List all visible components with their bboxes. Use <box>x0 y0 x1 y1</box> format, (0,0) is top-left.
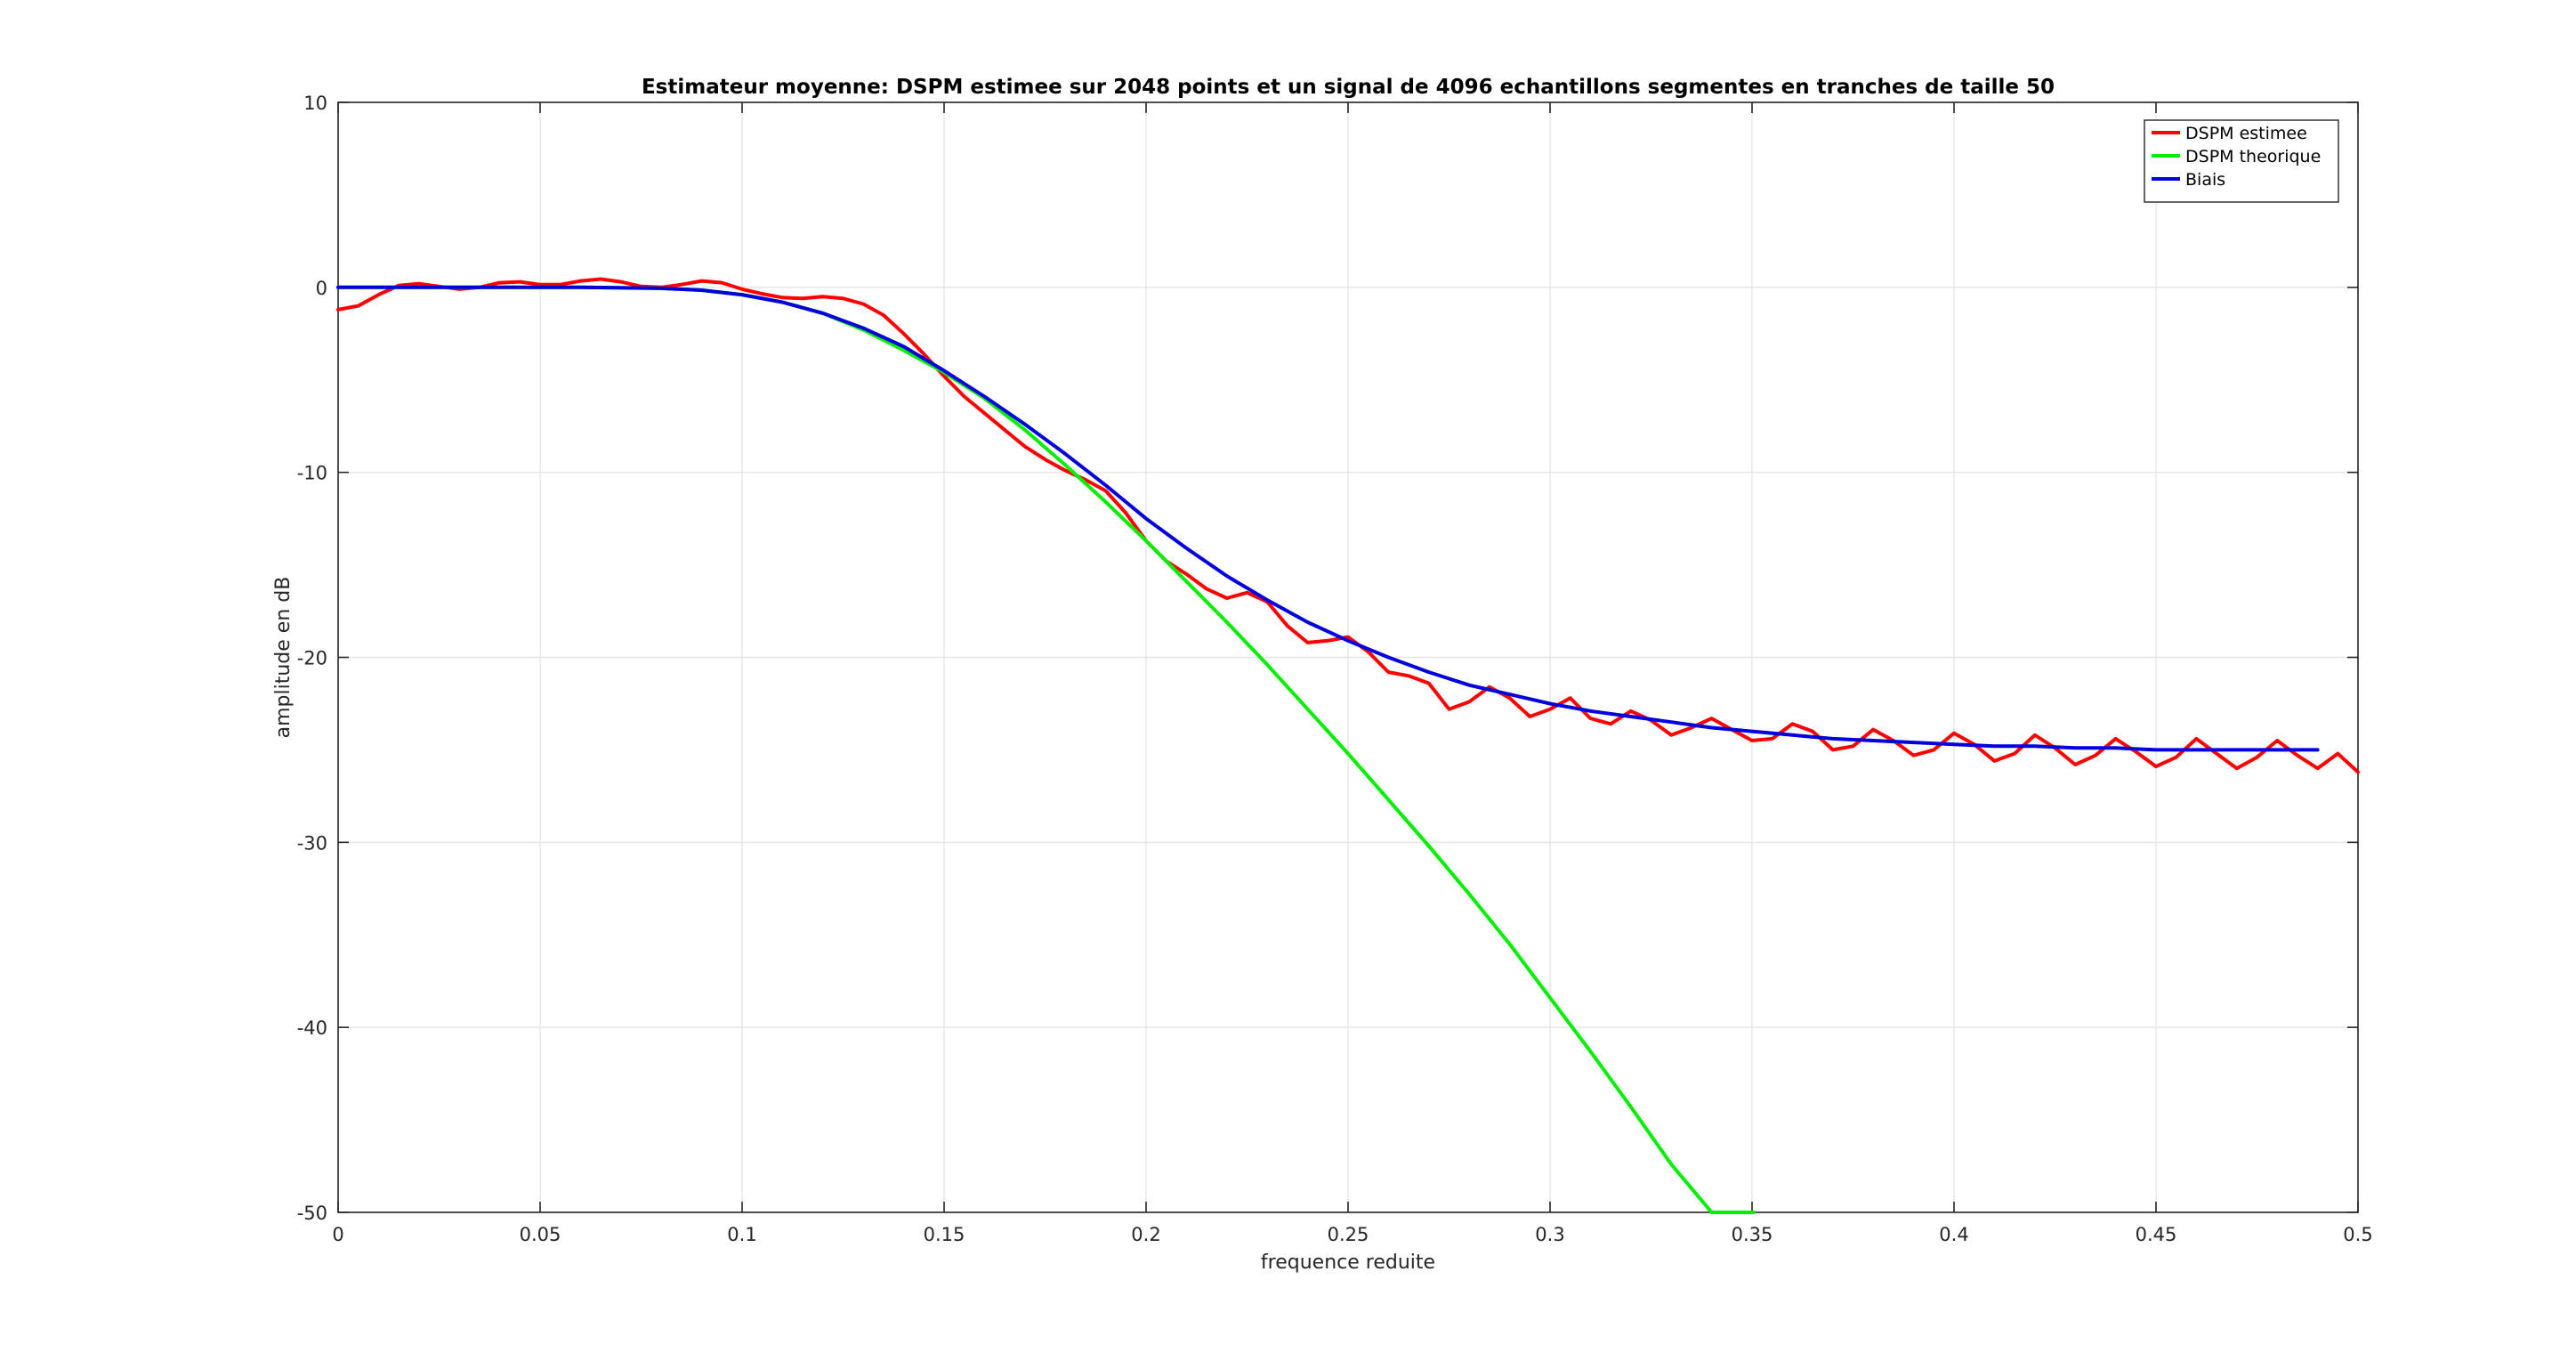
x-tick-label: 0 <box>332 1224 343 1245</box>
x-axis-label: frequence reduite <box>1261 1252 1435 1274</box>
legend-label: DSPM estimee <box>2185 124 2307 143</box>
series-line-3 <box>336 285 2320 752</box>
chart-title: Estimateur moyenne: DSPM estimee sur 204… <box>642 76 2055 99</box>
y-tick-label: -20 <box>297 648 327 669</box>
legend: DSPM estimee DSPM theorique Biais <box>2144 119 2339 203</box>
x-tick-label: 0.35 <box>1732 1224 1773 1245</box>
legend-label: DSPM theorique <box>2185 147 2321 166</box>
y-tick-label: -40 <box>297 1017 327 1039</box>
x-tick-label: 0.3 <box>1535 1224 1564 1245</box>
y-axis-label: amplitude en dB <box>272 577 295 739</box>
x-tick-label: 0.4 <box>1939 1224 1968 1245</box>
legend-label: Biais <box>2185 170 2225 190</box>
y-tick-label: -30 <box>297 832 327 854</box>
x-tick-label: 0.5 <box>2343 1224 2372 1245</box>
x-tick-label: 0.15 <box>924 1224 965 1245</box>
y-tick-label: 0 <box>316 278 327 299</box>
x-tick-label: 0.05 <box>520 1224 561 1245</box>
x-tick-label: 0.45 <box>2136 1224 2177 1245</box>
x-tick-label: 0.25 <box>1328 1224 1369 1245</box>
y-tick-label: 10 <box>303 93 327 114</box>
ticks: 0 0.05 0.1 0.15 0.2 0.25 0.3 0.35 0.4 0.45 0.5100-… <box>297 93 2373 1245</box>
y-tick-label: -50 <box>297 1203 327 1224</box>
series-layer <box>336 277 2360 1214</box>
x-tick-label: 0.1 <box>727 1224 756 1245</box>
x-tick-label: 0.2 <box>1131 1224 1160 1245</box>
y-tick-label: -10 <box>297 463 327 484</box>
